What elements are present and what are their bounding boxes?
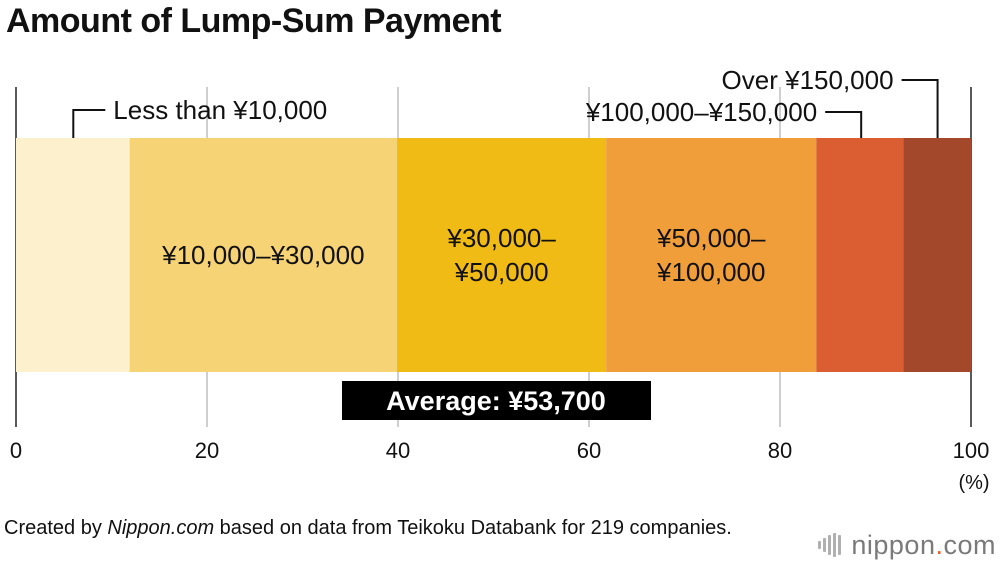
stacked-bar-chart: ¥10,000–¥30,000 ¥30,000– ¥50,000 ¥50,000– ¥1… [10,65,990,494]
logo-dot: . [935,529,944,560]
callout-label: ¥100,000–¥150,000 [585,97,817,127]
logo-bars-icon [818,533,843,557]
source-prefix: Created by [4,517,108,539]
x-tick-label: 40 [386,438,410,463]
average-box [342,381,651,420]
callout-leader [72,109,106,138]
bar-segment [606,138,817,372]
x-tick-label: 100 [953,438,990,463]
source-note: Created by Nippon.com based on data from… [4,515,744,542]
bar-segment [397,138,607,372]
segment-label: ¥10,000–¥30,000 [161,240,364,270]
bar-segment [129,138,398,372]
x-tick-label: 20 [195,438,219,463]
average-label: Average: ¥53,700 [386,386,606,416]
segment-label: ¥50,000– [656,223,766,253]
segment-label: ¥30,000– [446,223,556,253]
x-tick-label: 0 [10,438,22,463]
logo-tld: com [943,529,996,560]
bar-segment [16,138,130,372]
bar-segment [903,138,971,372]
source-emphasis: Nippon.com [107,517,215,539]
x-tick-label: 80 [768,438,792,463]
bar-segment [816,138,904,372]
callout-leader [825,111,863,138]
callout-leader [901,79,939,138]
callout-label: Over ¥150,000 [722,65,894,95]
x-unit-label: (%) [958,472,989,494]
source-suffix: based on data from Teikoku Databank for … [214,517,732,539]
segment-label: ¥100,000 [656,257,765,287]
nippon-logo: nippon. com [818,530,996,560]
callout-label: Less than ¥10,000 [113,95,327,125]
x-tick-label: 60 [577,438,601,463]
segment-label: ¥50,000 [454,257,549,287]
logo-name: nippon [851,529,936,560]
chart-title: Amount of Lump-Sum Payment [6,2,502,40]
